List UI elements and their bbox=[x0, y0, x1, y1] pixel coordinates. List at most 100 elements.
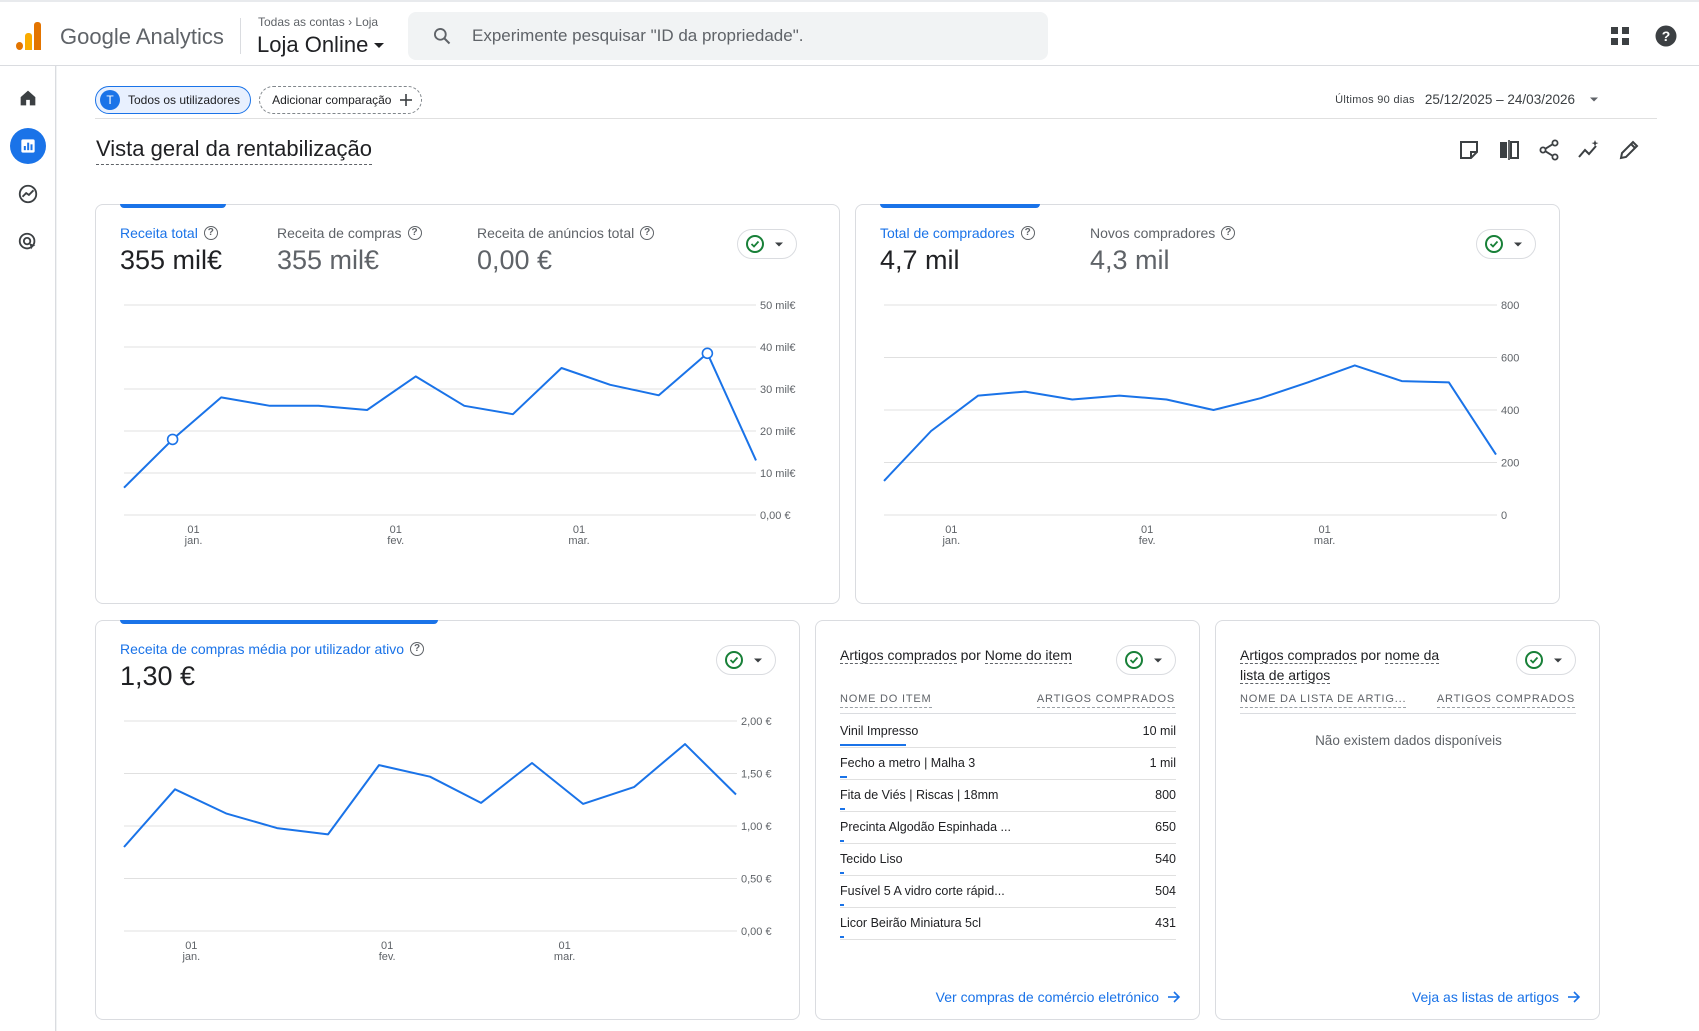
reports-icon[interactable] bbox=[10, 128, 46, 164]
arrow-right-icon bbox=[1568, 991, 1581, 1003]
metric-value: 355 mil€ bbox=[277, 245, 380, 275]
table-row[interactable]: Fecho a metro | Malha 3 1 mil bbox=[840, 748, 1176, 780]
share-bar bbox=[840, 936, 844, 938]
breadcrumb[interactable]: Todas as contas › Loja bbox=[258, 15, 378, 29]
advertising-icon[interactable] bbox=[10, 224, 46, 260]
buyers-card: Total de compradores? 4,7 mil Novos comp… bbox=[855, 204, 1560, 604]
title-dimension[interactable]: nome da lista de artigos bbox=[1240, 647, 1440, 684]
metric-total-buyers[interactable]: Total de compradores? 4,7 mil bbox=[880, 225, 1035, 276]
breadcrumb-account[interactable]: Loja bbox=[355, 15, 379, 29]
property-name: Loja Online bbox=[257, 32, 369, 57]
arrow-right-icon bbox=[1168, 991, 1181, 1003]
y-tick-label: 1,00 € bbox=[741, 821, 772, 833]
annotation-icon[interactable] bbox=[1457, 138, 1481, 162]
x-tick-day: 01 bbox=[381, 940, 393, 952]
metric-new-buyers[interactable]: Novos compradores? 4,3 mil bbox=[1090, 225, 1236, 276]
segment-avatar: T bbox=[100, 90, 120, 110]
segment-label: Todos os utilizadores bbox=[128, 93, 241, 107]
help-circle-icon[interactable]: ? bbox=[203, 226, 218, 240]
help-circle-icon[interactable]: ? bbox=[640, 226, 655, 240]
explore-icon[interactable] bbox=[10, 176, 46, 212]
view-item-lists-link[interactable]: Veja as listas de artigos bbox=[1412, 989, 1581, 1005]
metric-purchase-revenue[interactable]: Receita de compras? 355 mil€ bbox=[277, 225, 422, 276]
comparison-bar: T Todos os utilizadores Adicionar compar… bbox=[95, 86, 423, 114]
column-header-name[interactable]: NOME DA LISTA DE ARTIG... bbox=[1240, 693, 1407, 708]
home-icon[interactable] bbox=[10, 80, 46, 116]
date-range-picker[interactable]: Últimos 90 dias 25/12/2025 – 24/03/2026 bbox=[1335, 92, 1599, 107]
item-count: 504 bbox=[1155, 884, 1176, 898]
metric-label: Receita de compras média por utilizador … bbox=[120, 641, 405, 657]
date-dropdown-icon bbox=[1590, 97, 1598, 102]
add-comparison-button[interactable]: Adicionar comparação bbox=[259, 86, 423, 114]
empty-state-message: Não existem dados disponíveis bbox=[1315, 733, 1502, 748]
table-header-divider bbox=[840, 713, 1176, 714]
chevron-down-icon bbox=[1154, 658, 1162, 662]
x-tick-day: 01 bbox=[945, 524, 957, 536]
product-name[interactable]: Google Analytics bbox=[60, 24, 224, 49]
column-header-value[interactable]: ARTIGOS COMPRADOS bbox=[1436, 693, 1575, 708]
page-title[interactable]: Vista geral da rentabilização bbox=[96, 136, 372, 165]
view-ecommerce-link[interactable]: Ver compras de comércio eletrónico bbox=[936, 989, 1181, 1005]
analytics-logo-icon[interactable] bbox=[16, 22, 42, 50]
search-bar[interactable] bbox=[408, 12, 1048, 60]
title-by: por bbox=[960, 647, 981, 663]
metric-ad-revenue[interactable]: Receita de anúncios total? 0,00 € bbox=[477, 225, 655, 276]
x-tick-day: 01 bbox=[390, 524, 402, 536]
search-input[interactable] bbox=[472, 26, 1032, 46]
metric-value: 355 mil€ bbox=[120, 245, 223, 275]
check-circle-icon bbox=[725, 651, 743, 669]
compare-icon[interactable] bbox=[1497, 138, 1521, 162]
table-row[interactable]: Fita de Viés | Riscas | 18mm 800 bbox=[840, 780, 1176, 812]
apps-grid-icon[interactable] bbox=[1608, 24, 1632, 48]
metric-total-revenue[interactable]: Receita total? 355 mil€ bbox=[120, 225, 222, 276]
table-row[interactable]: Precinta Algodão Espinhada ... 650 bbox=[840, 812, 1176, 844]
help-circle-icon[interactable]: ? bbox=[1020, 226, 1035, 240]
x-tick-month: fev. bbox=[379, 951, 396, 963]
help-icon[interactable]: ? bbox=[1654, 24, 1678, 48]
help-circle-icon[interactable]: ? bbox=[410, 642, 425, 656]
table-row[interactable]: Fusível 5 A vidro corte rápid... 504 bbox=[840, 876, 1176, 908]
metric-value: 4,7 mil bbox=[880, 245, 960, 275]
item-count: 431 bbox=[1155, 916, 1176, 930]
status-menu-button[interactable] bbox=[716, 645, 776, 675]
help-circle-icon[interactable]: ? bbox=[407, 226, 422, 240]
title-by: por bbox=[1360, 647, 1381, 663]
series-line bbox=[123, 743, 737, 848]
metric-avg-purchase-revenue[interactable]: Receita de compras média por utilizador … bbox=[120, 641, 425, 692]
check-circle-icon bbox=[1125, 651, 1143, 669]
breadcrumb-all-accounts[interactable]: Todas as contas bbox=[258, 15, 345, 29]
metric-label: Novos compradores bbox=[1090, 225, 1216, 241]
segment-chip[interactable]: T Todos os utilizadores bbox=[95, 86, 252, 114]
status-menu-button[interactable] bbox=[1116, 645, 1176, 675]
column-header-name[interactable]: NOME DO ITEM bbox=[840, 693, 932, 708]
help-circle-icon[interactable]: ? bbox=[1221, 226, 1236, 240]
status-menu-button[interactable] bbox=[737, 229, 797, 259]
card-title: Artigos comprados por Nome do item bbox=[840, 645, 1072, 665]
metric-value: 4,3 mil bbox=[1090, 245, 1170, 275]
share-icon[interactable] bbox=[1537, 138, 1561, 162]
status-menu-button[interactable] bbox=[1516, 645, 1576, 675]
status-menu-button[interactable] bbox=[1476, 229, 1536, 259]
item-name: Fusível 5 A vidro corte rápid... bbox=[840, 884, 1005, 898]
column-header-value[interactable]: ARTIGOS COMPRADOS bbox=[1036, 693, 1175, 708]
active-metric-indicator bbox=[880, 204, 1040, 208]
data-point-marker bbox=[166, 433, 179, 446]
metric-value: 0,00 € bbox=[477, 245, 553, 275]
edit-icon[interactable] bbox=[1617, 138, 1641, 162]
left-navigation bbox=[0, 66, 56, 1031]
table-row[interactable]: Licor Beirão Miniatura 5cl 431 bbox=[840, 908, 1176, 940]
y-tick-label: 1,50 € bbox=[741, 769, 772, 781]
table-row[interactable]: Tecido Liso 540 bbox=[840, 844, 1176, 876]
share-bar bbox=[840, 840, 844, 842]
title-metric[interactable]: Artigos comprados bbox=[840, 647, 957, 664]
title-dimension[interactable]: Nome do item bbox=[984, 647, 1072, 664]
search-icon bbox=[434, 28, 451, 45]
property-selector[interactable]: Loja Online bbox=[257, 32, 385, 58]
y-tick-label: 0,00 € bbox=[741, 926, 772, 938]
title-metric[interactable]: Artigos comprados bbox=[1240, 647, 1357, 664]
table-row[interactable]: Vinil Impresso 10 mil bbox=[840, 716, 1176, 748]
item-name: Licor Beirão Miniatura 5cl bbox=[840, 916, 982, 930]
y-tick-label: 10 mil€ bbox=[760, 468, 795, 480]
insights-icon[interactable] bbox=[1577, 138, 1601, 162]
chevron-down-icon bbox=[1554, 658, 1562, 662]
